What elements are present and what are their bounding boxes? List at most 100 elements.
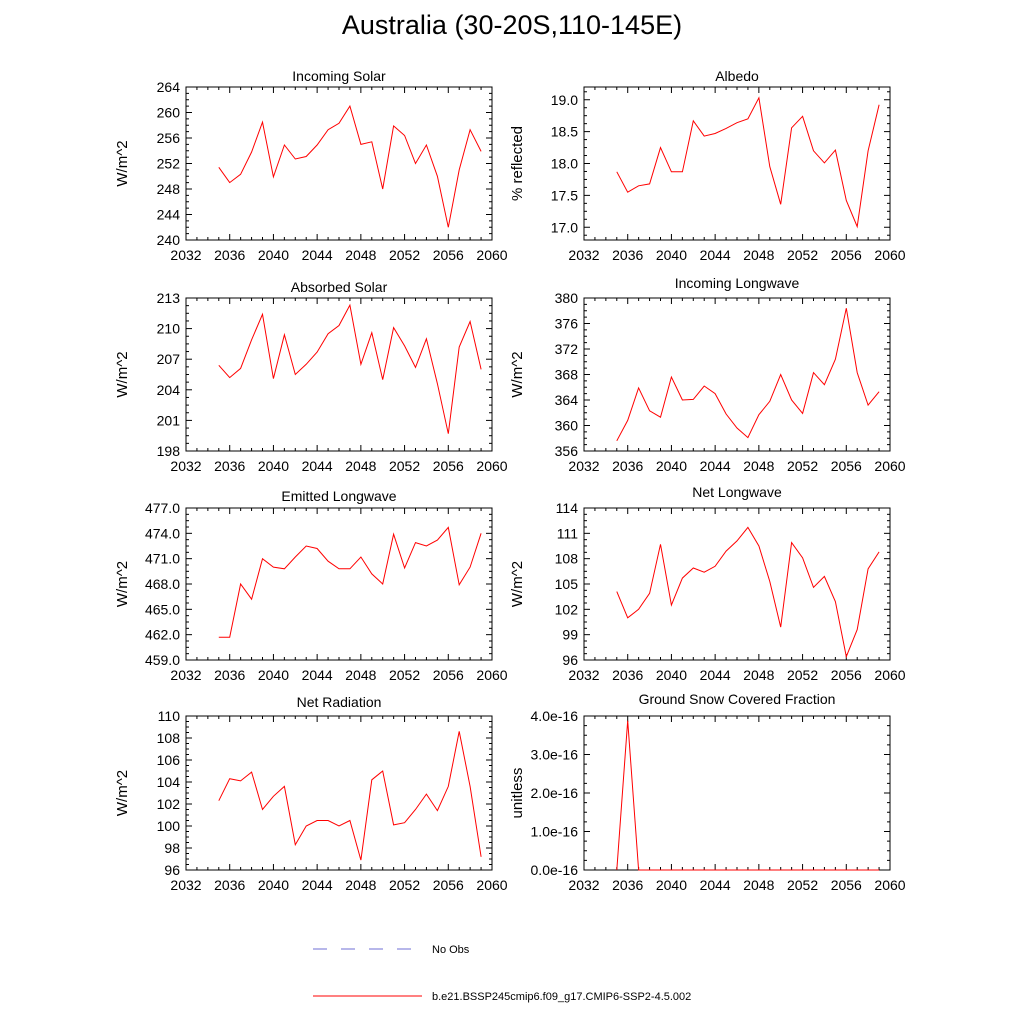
panel-title: Albedo (715, 68, 759, 84)
x-tick-label: 2040 (258, 247, 289, 263)
y-tick-label: 256 (157, 130, 181, 146)
y-axis-label: W/m^2 (114, 561, 131, 607)
x-tick-label: 2052 (389, 247, 420, 263)
x-tick-label: 2040 (258, 877, 289, 893)
y-tick-label: 356 (555, 443, 579, 459)
x-tick-label: 2036 (612, 877, 643, 893)
y-tick-label: 213 (157, 290, 181, 306)
y-tick-label: 102 (555, 601, 579, 617)
y-tick-label: 210 (157, 321, 181, 337)
series-line (218, 303, 482, 434)
y-tick-label: 477.0 (145, 500, 180, 516)
panel-5: Emitted Longwave W/m^2 2032 2036 2040 2044 204… (114, 488, 508, 683)
y-tick-label: 360 (555, 418, 579, 434)
x-tick-label: 2044 (700, 877, 731, 893)
y-tick-label: 18.5 (551, 124, 578, 140)
plot-frame (185, 297, 493, 452)
y-tick-label: 462.0 (145, 627, 180, 643)
plot-frame (185, 507, 493, 661)
series-line (616, 308, 880, 442)
x-tick-label: 2060 (476, 458, 507, 474)
y-tick-label: 99 (562, 627, 578, 643)
x-tick-label: 2044 (302, 247, 333, 263)
x-tick-label: 2060 (476, 247, 507, 263)
plot-frame (583, 507, 891, 661)
x-tick-label: 2040 (656, 247, 687, 263)
y-tick-label: 104 (157, 774, 181, 790)
x-tick-label: 2032 (170, 877, 201, 893)
y-tick-label: 260 (157, 105, 181, 121)
x-tick-label: 2032 (568, 458, 599, 474)
x-tick-label: 2060 (874, 877, 905, 893)
y-tick-label: 204 (157, 382, 181, 398)
y-tick-label: 376 (555, 316, 579, 332)
y-tick-label: 2.0e-16 (531, 785, 579, 801)
y-axis-label: W/m^2 (114, 351, 131, 397)
y-axis-label: unitless (509, 768, 526, 819)
x-tick-label: 2036 (214, 247, 245, 263)
y-tick-label: 1.0e-16 (531, 824, 579, 840)
y-tick-label: 18.0 (551, 156, 578, 172)
y-tick-label: 100 (157, 818, 181, 834)
x-tick-label: 2032 (170, 667, 201, 683)
x-tick-label: 2048 (743, 877, 774, 893)
x-tick-label: 2032 (170, 247, 201, 263)
panel-title: Net Radiation (297, 694, 382, 710)
x-tick-label: 2048 (743, 667, 774, 683)
x-tick-label: 2056 (831, 877, 862, 893)
series-line (616, 96, 880, 229)
x-tick-label: 2048 (345, 247, 376, 263)
x-tick-label: 2056 (433, 458, 464, 474)
x-tick-label: 2036 (214, 877, 245, 893)
x-tick-label: 2048 (743, 247, 774, 263)
y-tick-label: 471.0 (145, 551, 180, 567)
panel-title: Incoming Solar (292, 68, 386, 84)
panel-title: Absorbed Solar (291, 279, 388, 295)
y-tick-label: 111 (557, 525, 578, 541)
x-tick-label: 2044 (302, 667, 333, 683)
y-tick-label: 364 (555, 392, 579, 408)
y-tick-label: 114 (556, 500, 579, 516)
x-tick-label: 2060 (874, 247, 905, 263)
y-tick-label: 108 (555, 551, 579, 567)
x-tick-label: 2056 (831, 247, 862, 263)
x-tick-label: 2060 (874, 667, 905, 683)
y-tick-label: 17.5 (551, 187, 578, 203)
x-tick-label: 2036 (612, 667, 643, 683)
y-tick-label: 17.0 (551, 219, 578, 235)
x-tick-label: 2032 (568, 667, 599, 683)
x-tick-label: 2056 (433, 667, 464, 683)
y-tick-label: 4.0e-16 (531, 708, 579, 724)
y-tick-label: 372 (555, 341, 579, 357)
plot-frame (583, 715, 891, 871)
x-tick-label: 2052 (389, 877, 420, 893)
x-tick-label: 2032 (170, 458, 201, 474)
y-tick-label: 468.0 (145, 576, 180, 592)
y-axis-label: W/m^2 (509, 561, 526, 607)
series-line (616, 526, 880, 659)
y-tick-label: 240 (157, 232, 181, 248)
panel-6: Net Longwave W/m^2 2032 2036 2040 2044 2048 205… (509, 484, 906, 683)
x-tick-label: 2040 (258, 458, 289, 474)
x-tick-label: 2056 (433, 247, 464, 263)
x-tick-label: 2036 (214, 667, 245, 683)
series-line (218, 731, 482, 861)
page-title: Australia (30-20S,110-145E) (341, 10, 683, 40)
x-tick-label: 2040 (258, 667, 289, 683)
x-tick-label: 2060 (874, 458, 905, 474)
x-tick-label: 2040 (656, 458, 687, 474)
y-tick-label: 3.0e-16 (531, 747, 579, 763)
x-tick-label: 2052 (787, 458, 818, 474)
x-tick-label: 2040 (656, 667, 687, 683)
panel-4: Incoming Longwave W/m^2 2032 2036 2040 2044 20… (509, 275, 906, 474)
series-line (218, 104, 482, 228)
x-tick-label: 2060 (476, 877, 507, 893)
legend-model-label: b.e21.BSSP245cmip6.f09_g17.CMIP6-SSP2-4.… (432, 991, 691, 1003)
y-tick-label: 198 (157, 443, 181, 459)
y-axis-label: W/m^2 (114, 770, 131, 816)
y-tick-label: 465.0 (145, 601, 180, 617)
x-tick-label: 2044 (302, 877, 333, 893)
panel-title: Incoming Longwave (675, 275, 800, 291)
legend-obs-label: No Obs (432, 944, 470, 956)
